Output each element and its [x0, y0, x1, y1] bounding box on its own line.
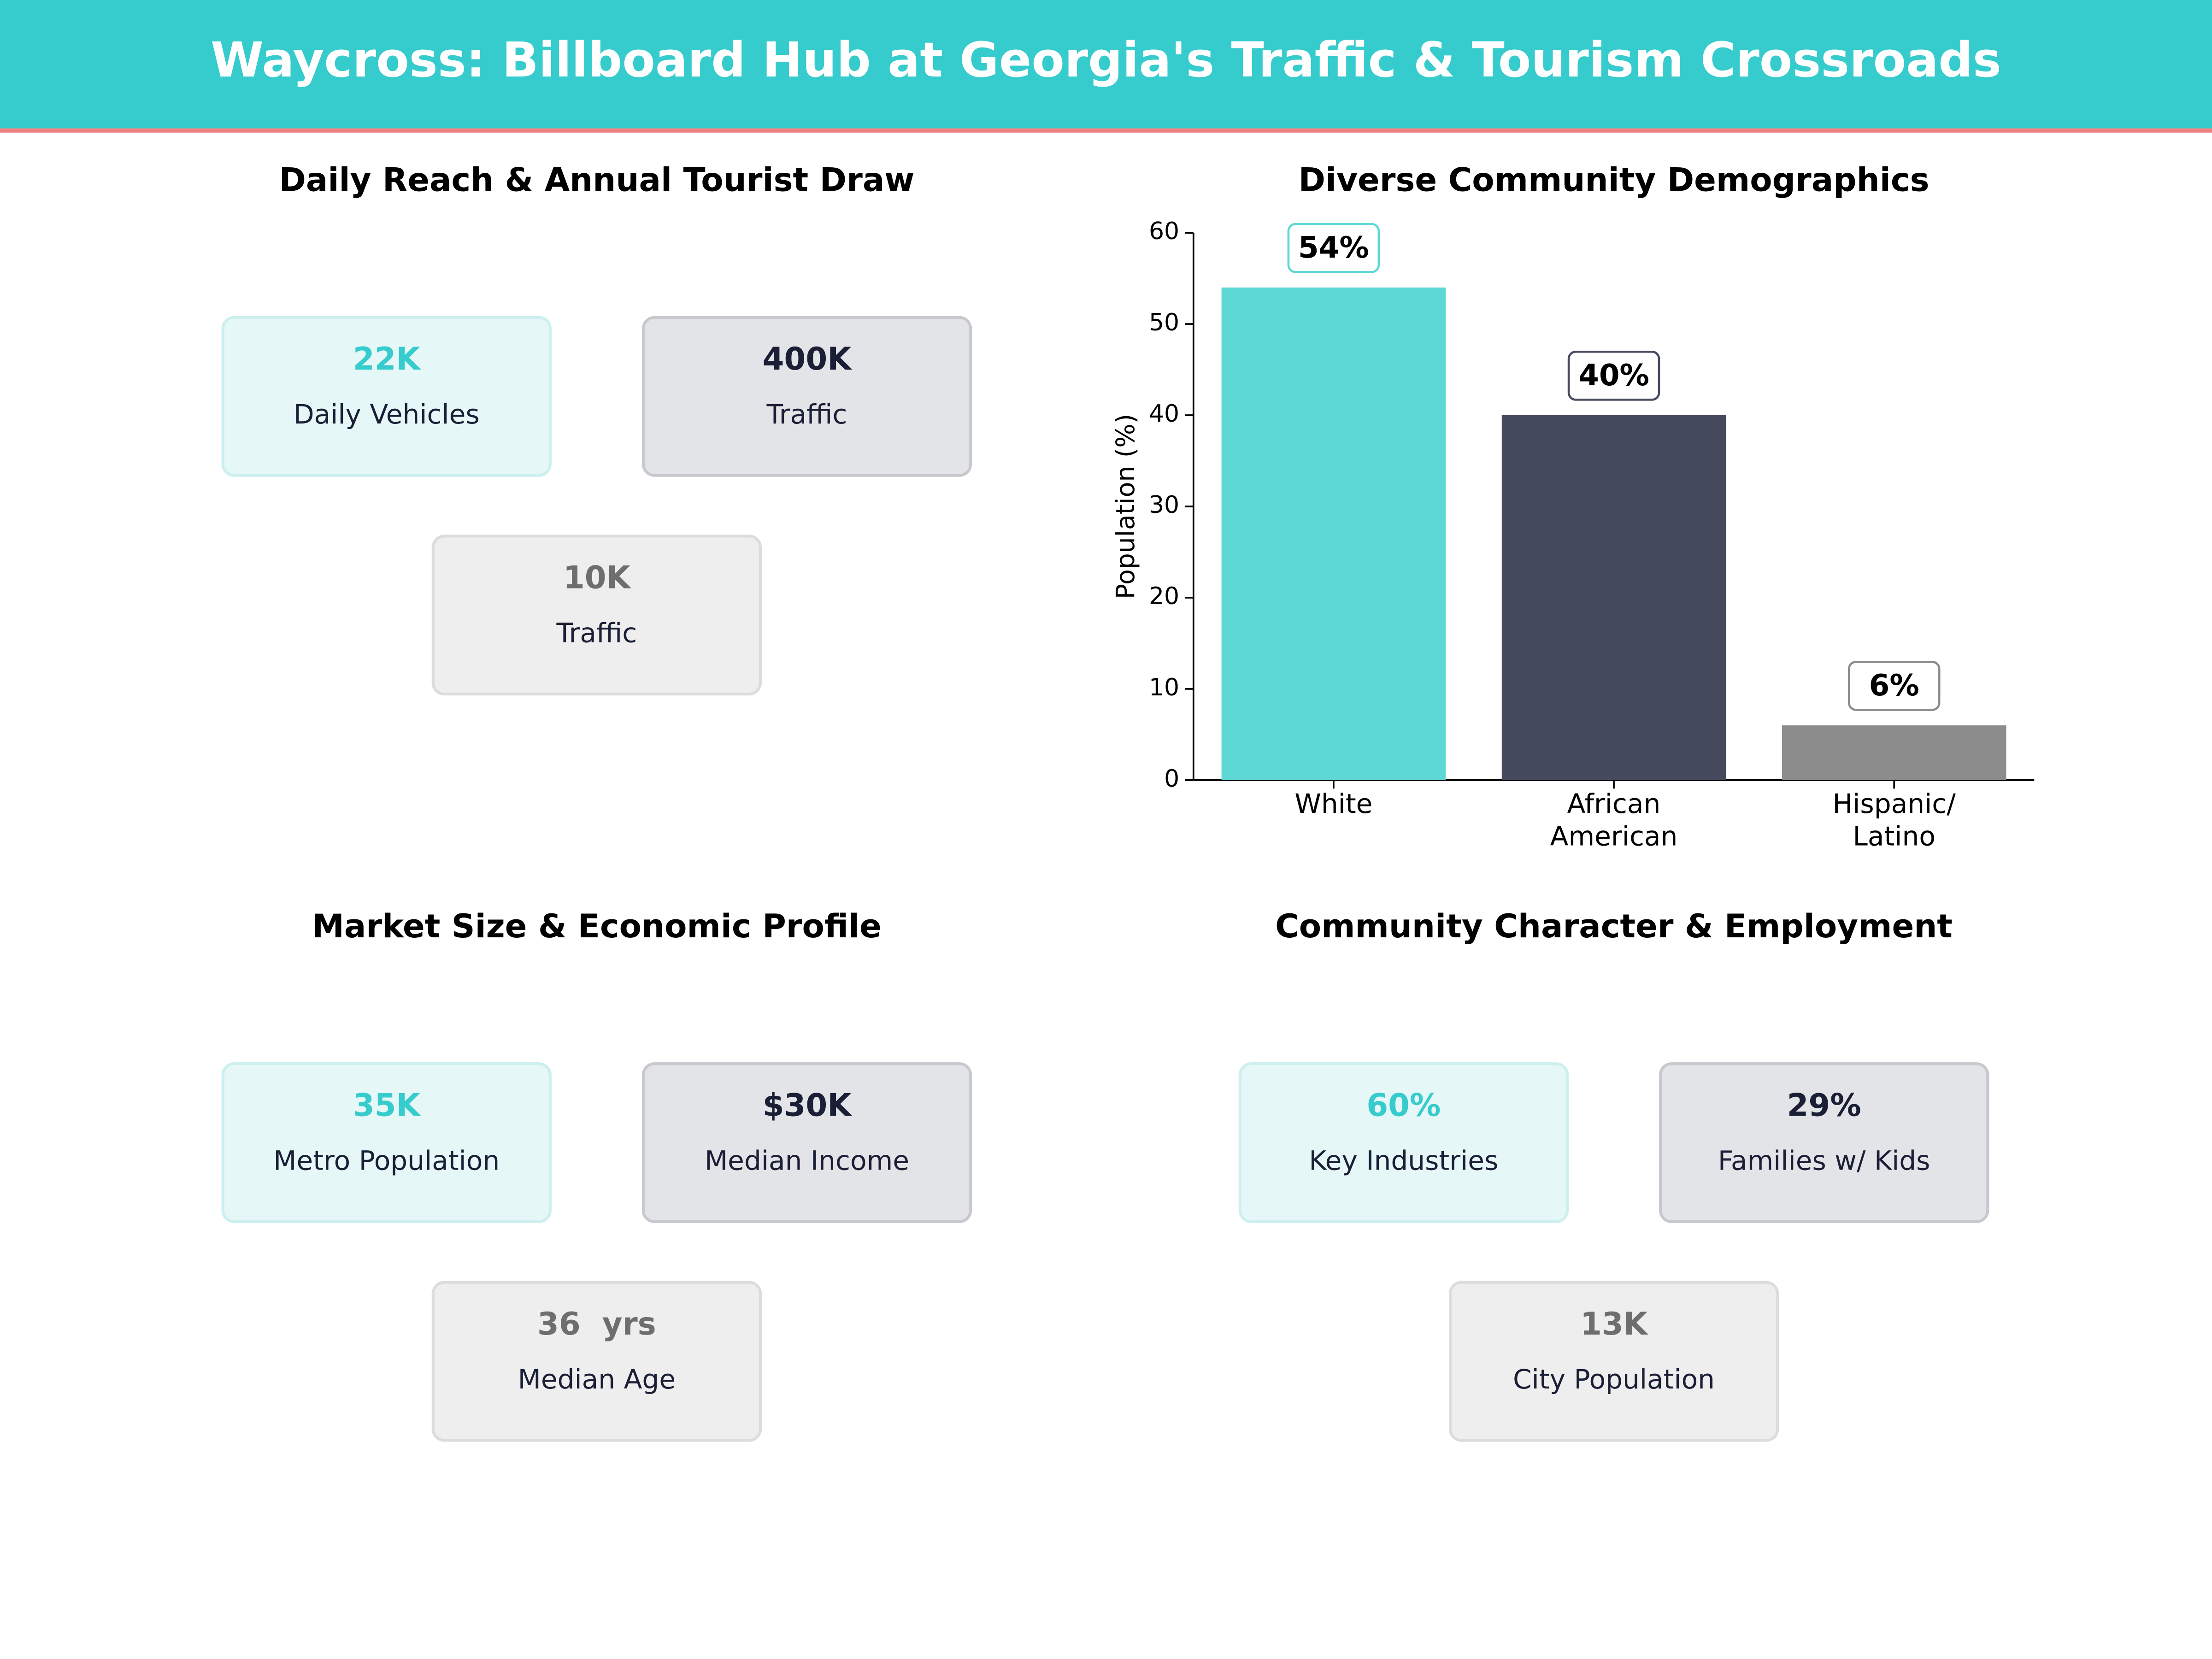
kpi-label: Families w/ Kids [1718, 1145, 1930, 1177]
panel-title: Daily Reach & Annual Tourist Draw [279, 161, 914, 199]
kpi-label: Traffic [766, 399, 847, 430]
y-tick-label: 20 [1149, 582, 1179, 610]
kpi-label: Key Industries [1309, 1145, 1498, 1177]
y-tick-label: 60 [1149, 218, 1179, 245]
kpi-value: 36 yrs [537, 1306, 656, 1342]
kpi-value: 60% [1366, 1087, 1441, 1124]
kpi-card [641, 316, 972, 477]
kpi-label: Traffic [556, 618, 637, 649]
kpi-value: 13K [1580, 1306, 1649, 1342]
y-axis-label: Population (%) [1111, 414, 1140, 599]
kpi-value: 35K [353, 1087, 422, 1124]
y-tick-label: 40 [1149, 400, 1179, 428]
x-tick-label: Hispanic/Latino [1833, 788, 1956, 852]
panel-title: Community Character & Employment [1275, 907, 1953, 945]
kpi-label: Metro Population [273, 1145, 500, 1177]
value-label: 6% [1869, 668, 1919, 703]
kpi-card [431, 1281, 762, 1442]
kpi-value: 400K [763, 341, 853, 377]
kpi-value: $30K [763, 1087, 853, 1124]
x-tick-label: African American [1550, 788, 1678, 852]
value-label: 40% [1578, 358, 1649, 393]
y-tick-label: 10 [1149, 674, 1179, 701]
x-tick-label: White [1294, 788, 1372, 819]
x-tick-label-line: African [1567, 788, 1661, 819]
bar [1782, 725, 2006, 780]
kpi-card [431, 535, 762, 696]
kpi-label: Median Age [518, 1364, 676, 1395]
header-rule [0, 128, 2212, 133]
panel-title: Market Size & Economic Profile [312, 907, 882, 945]
y-tick-label: 50 [1149, 309, 1179, 336]
kpi-label: Daily Vehicles [294, 399, 480, 430]
y-tick-label: 0 [1164, 765, 1179, 793]
x-tick-label-line: American [1550, 820, 1678, 852]
kpi-card [221, 1062, 552, 1224]
value-label: 54% [1298, 230, 1369, 265]
kpi-label: Median Income [705, 1145, 909, 1177]
page-title: Waycross: Billboard Hub at Georgia's Tra… [211, 32, 2001, 88]
kpi-label: City Population [1513, 1364, 1715, 1395]
kpi-value: 22K [353, 341, 422, 377]
header-band [0, 0, 2212, 129]
bar [1221, 287, 1446, 780]
kpi-value: 29% [1787, 1087, 1861, 1124]
bar [1501, 415, 1726, 780]
y-tick-label: 30 [1149, 491, 1179, 519]
value-label-box [1567, 350, 1660, 401]
chart-title: Diverse Community Demographics [1299, 161, 1930, 199]
kpi-card [1238, 1062, 1569, 1224]
x-tick-label-line: White [1294, 788, 1372, 819]
kpi-value: 10K [563, 559, 632, 596]
value-label-box [1847, 661, 1941, 711]
kpi-card [1659, 1062, 1989, 1224]
kpi-card [641, 1062, 972, 1224]
x-tick-label-line: Latino [1853, 820, 1935, 852]
x-tick-label-line: Hispanic/ [1833, 788, 1956, 819]
kpi-card [1448, 1281, 1779, 1442]
value-label-box [1287, 223, 1380, 273]
kpi-card [221, 316, 552, 477]
